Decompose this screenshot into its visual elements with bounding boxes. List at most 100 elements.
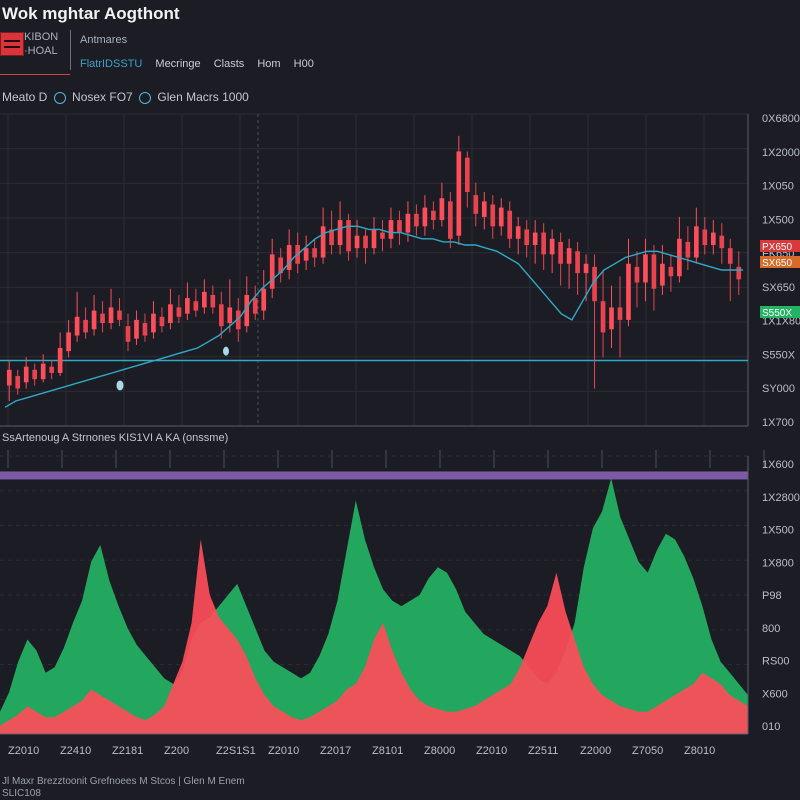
candle-body bbox=[549, 238, 555, 255]
candle-body bbox=[40, 363, 46, 380]
x-tick-label: Z2010 bbox=[268, 745, 299, 757]
y-tick-label: X600 bbox=[762, 688, 788, 700]
candle-body bbox=[15, 376, 21, 389]
flag-icon bbox=[0, 32, 24, 56]
price-tag bbox=[760, 256, 800, 268]
y-tick-label: SY000 bbox=[762, 383, 795, 395]
circle-icon bbox=[139, 91, 152, 104]
y-tick-label: 1X2800 bbox=[762, 492, 800, 504]
toolbar-item-5[interactable]: H00 bbox=[293, 58, 314, 70]
toolbar-item-2[interactable]: Mecringe bbox=[155, 58, 201, 70]
candle-body bbox=[176, 307, 182, 317]
volume-chart[interactable]: 1X600 1X2800 1X500 1X800 P98 800 RS00 X600 010 Z2… bbox=[0, 450, 800, 775]
candle-body bbox=[329, 229, 334, 246]
y-tick-label: 1X700 bbox=[762, 417, 794, 429]
y-tick-label: 0X6800 bbox=[762, 113, 800, 125]
circle-icon bbox=[53, 91, 66, 104]
candle-body bbox=[363, 235, 368, 249]
y-tick-label: 1X600 bbox=[762, 459, 794, 471]
ticker-exchange: ·HOAL bbox=[24, 45, 58, 57]
price-tag bbox=[760, 240, 800, 252]
candle-body bbox=[736, 266, 742, 280]
x-tick-label: Z2010 bbox=[476, 745, 507, 757]
candle-body bbox=[6, 369, 12, 386]
candle-body bbox=[668, 266, 674, 277]
candle-body bbox=[524, 229, 530, 246]
candle-body bbox=[702, 229, 708, 246]
y-tick-label: 1X2000 bbox=[762, 147, 800, 159]
candle-body bbox=[515, 226, 521, 239]
candle-body bbox=[405, 213, 411, 233]
candle-body bbox=[151, 313, 156, 333]
candle-body bbox=[431, 210, 436, 221]
ticker-box[interactable]: KIBON ·HOAL bbox=[24, 30, 71, 70]
candle-body bbox=[269, 254, 275, 289]
candle-body bbox=[507, 210, 513, 239]
candle-body bbox=[694, 226, 699, 258]
price-chart[interactable]: 0X68001X20001X0501X500FK650SX6501X1X800S… bbox=[0, 110, 800, 430]
candle-body bbox=[380, 232, 385, 239]
candle-body bbox=[685, 241, 691, 258]
candle-body bbox=[558, 241, 563, 264]
x-tick-label: Z8000 bbox=[424, 745, 455, 757]
y-tick-label: 1X1X800 bbox=[762, 316, 800, 328]
candle-body bbox=[235, 310, 241, 330]
candle-body bbox=[388, 220, 394, 239]
candle-body bbox=[643, 254, 648, 283]
info-a: Meato D bbox=[2, 90, 48, 104]
y-tick-label: 1X500 bbox=[762, 214, 794, 226]
candle-body bbox=[651, 254, 657, 289]
divider bbox=[0, 74, 70, 75]
y-tick-label: P98 bbox=[762, 590, 782, 602]
candle-body bbox=[337, 220, 343, 246]
candle-body bbox=[727, 248, 733, 264]
candle-body bbox=[66, 332, 71, 352]
candle-body bbox=[710, 232, 716, 246]
price-tag-label: PX650 bbox=[762, 242, 792, 253]
ticker-symbol: KIBON bbox=[24, 31, 59, 43]
candle-body bbox=[397, 220, 402, 233]
y-tick-label: 800 bbox=[762, 623, 780, 635]
price-tag bbox=[760, 306, 800, 318]
candle-body bbox=[193, 301, 199, 311]
candle-body bbox=[278, 257, 284, 274]
info-row: Meato D Nosex FO7 Glen Macrs 1000 bbox=[2, 90, 249, 104]
candle-body bbox=[91, 310, 97, 330]
candle-body bbox=[592, 266, 597, 302]
toolbar-item-3[interactable]: Clasts bbox=[213, 58, 245, 70]
candle-body bbox=[74, 316, 80, 336]
candle-body bbox=[244, 294, 250, 327]
candle-body bbox=[464, 157, 470, 192]
candle-body bbox=[617, 307, 623, 320]
candle-body bbox=[134, 319, 139, 339]
x-tick-label: Z2S1S1 bbox=[216, 745, 256, 757]
toolbar-item-4[interactable]: Hom bbox=[257, 58, 281, 70]
candle-body bbox=[439, 198, 445, 221]
x-tick-label: Z8101 bbox=[372, 745, 403, 757]
candle-body bbox=[719, 235, 725, 249]
x-tick-label: Z2181 bbox=[112, 745, 143, 757]
candle-body bbox=[252, 298, 258, 314]
y-tick-label: 1X800 bbox=[762, 557, 794, 569]
candle-body bbox=[371, 229, 377, 249]
marker-dot bbox=[223, 346, 229, 356]
candle-body bbox=[422, 207, 428, 227]
x-tick-label: Z8010 bbox=[684, 745, 715, 757]
candle-body bbox=[303, 248, 309, 261]
candle-body bbox=[609, 307, 614, 330]
x-tick-label: Z2000 bbox=[580, 745, 611, 757]
x-tick-label: Z2010 bbox=[8, 745, 39, 757]
footer-line-2: SLIC108 bbox=[2, 788, 41, 799]
x-tick-label: Z2511 bbox=[528, 745, 558, 757]
moving-average-line bbox=[4, 225, 743, 408]
candle-body bbox=[23, 366, 29, 383]
candle-body bbox=[227, 307, 233, 324]
red-area bbox=[0, 539, 748, 734]
toolbar-item-1[interactable]: FlatrIDSSTU bbox=[80, 58, 143, 70]
candle-body bbox=[448, 201, 453, 239]
candle-body bbox=[354, 235, 360, 249]
y-tick-label: 010 bbox=[762, 721, 780, 733]
candle-body bbox=[532, 232, 538, 246]
candle-body bbox=[498, 207, 504, 227]
info-d: 1000 bbox=[222, 90, 249, 104]
